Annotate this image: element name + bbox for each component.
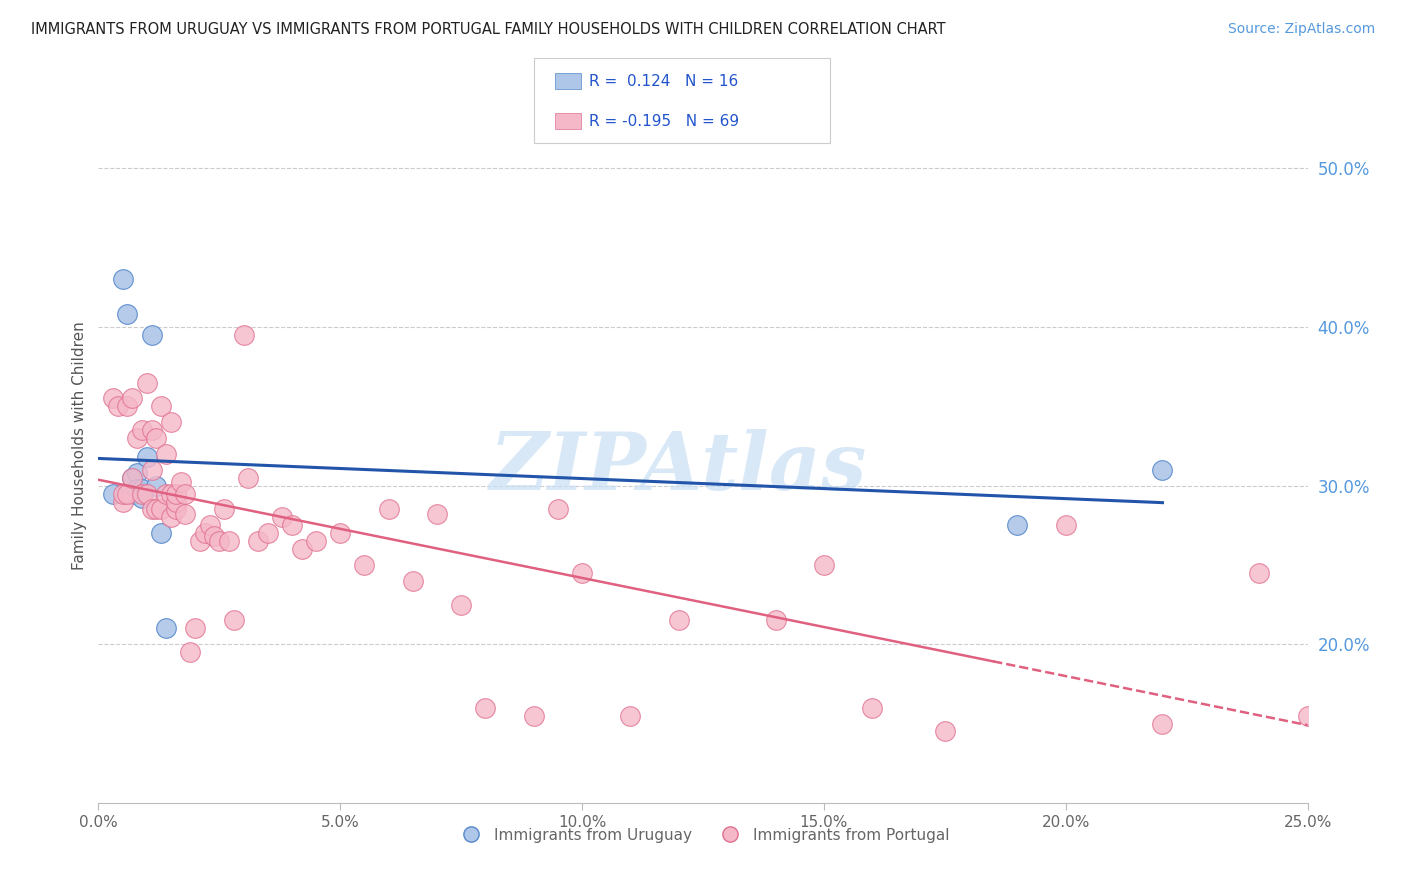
Point bbox=[160, 486, 183, 500]
Point bbox=[402, 574, 425, 588]
Point bbox=[131, 491, 153, 506]
Point bbox=[145, 478, 167, 492]
Point bbox=[377, 502, 399, 516]
Point bbox=[145, 502, 167, 516]
Point bbox=[813, 558, 835, 572]
Point bbox=[174, 507, 197, 521]
Point bbox=[547, 502, 569, 516]
Point bbox=[117, 486, 139, 500]
Point bbox=[155, 447, 177, 461]
Point bbox=[1152, 716, 1174, 731]
Point bbox=[218, 534, 240, 549]
Point bbox=[121, 471, 143, 485]
Point bbox=[131, 486, 153, 500]
Point bbox=[160, 415, 183, 429]
Point bbox=[135, 450, 157, 464]
Text: IMMIGRANTS FROM URUGUAY VS IMMIGRANTS FROM PORTUGAL FAMILY HOUSEHOLDS WITH CHILD: IMMIGRANTS FROM URUGUAY VS IMMIGRANTS FR… bbox=[31, 22, 946, 37]
Point bbox=[127, 482, 149, 496]
Point bbox=[450, 598, 472, 612]
Point bbox=[305, 534, 328, 549]
Point bbox=[141, 423, 163, 437]
Legend: Immigrants from Uruguay, Immigrants from Portugal: Immigrants from Uruguay, Immigrants from… bbox=[450, 822, 956, 848]
Point bbox=[1296, 708, 1319, 723]
Point bbox=[160, 510, 183, 524]
Point bbox=[111, 486, 134, 500]
Point bbox=[353, 558, 375, 572]
Point bbox=[127, 431, 149, 445]
Point bbox=[184, 621, 207, 635]
Point bbox=[117, 400, 139, 414]
Point bbox=[668, 614, 690, 628]
Point bbox=[474, 700, 496, 714]
Point bbox=[165, 502, 187, 516]
Point bbox=[860, 700, 883, 714]
Point bbox=[127, 466, 149, 480]
Point bbox=[179, 645, 201, 659]
Point bbox=[247, 534, 270, 549]
Point bbox=[188, 534, 211, 549]
Point bbox=[111, 272, 134, 286]
Point bbox=[135, 486, 157, 500]
Point bbox=[131, 482, 153, 496]
Point bbox=[101, 392, 124, 406]
Point bbox=[165, 494, 187, 508]
Point bbox=[155, 486, 177, 500]
Point bbox=[155, 621, 177, 635]
Point bbox=[934, 724, 956, 739]
Point bbox=[121, 392, 143, 406]
Point bbox=[194, 526, 217, 541]
Point bbox=[329, 526, 352, 541]
Point bbox=[131, 423, 153, 437]
Point bbox=[271, 510, 294, 524]
Point bbox=[238, 471, 260, 485]
Text: R = -0.195   N = 69: R = -0.195 N = 69 bbox=[589, 114, 740, 128]
Point bbox=[1249, 566, 1271, 580]
Point bbox=[150, 502, 173, 516]
Point bbox=[281, 518, 304, 533]
Y-axis label: Family Households with Children: Family Households with Children bbox=[72, 322, 87, 570]
Point bbox=[117, 307, 139, 321]
Point bbox=[290, 542, 312, 557]
Point bbox=[150, 526, 173, 541]
Point bbox=[174, 486, 197, 500]
Point bbox=[135, 376, 157, 390]
Point bbox=[150, 400, 173, 414]
Point bbox=[121, 471, 143, 485]
Point bbox=[619, 708, 641, 723]
Point bbox=[141, 328, 163, 343]
Point bbox=[101, 486, 124, 500]
Point bbox=[208, 534, 231, 549]
Point bbox=[121, 486, 143, 500]
Point bbox=[212, 502, 235, 516]
Point bbox=[111, 494, 134, 508]
Point bbox=[204, 529, 226, 543]
Point bbox=[426, 507, 449, 521]
Point bbox=[165, 486, 187, 500]
Point bbox=[256, 526, 278, 541]
Text: R =  0.124   N = 16: R = 0.124 N = 16 bbox=[589, 74, 738, 88]
Point bbox=[222, 614, 245, 628]
Point bbox=[1152, 463, 1174, 477]
Point bbox=[232, 328, 254, 343]
Point bbox=[1054, 518, 1077, 533]
Point bbox=[141, 502, 163, 516]
Point bbox=[523, 708, 546, 723]
Point bbox=[198, 518, 221, 533]
Point bbox=[169, 475, 191, 490]
Text: Source: ZipAtlas.com: Source: ZipAtlas.com bbox=[1227, 22, 1375, 37]
Point bbox=[145, 431, 167, 445]
Point bbox=[107, 400, 129, 414]
Point bbox=[571, 566, 593, 580]
Text: ZIPAtlas: ZIPAtlas bbox=[491, 429, 868, 506]
Point bbox=[1007, 518, 1029, 533]
Point bbox=[141, 463, 163, 477]
Point bbox=[765, 614, 787, 628]
